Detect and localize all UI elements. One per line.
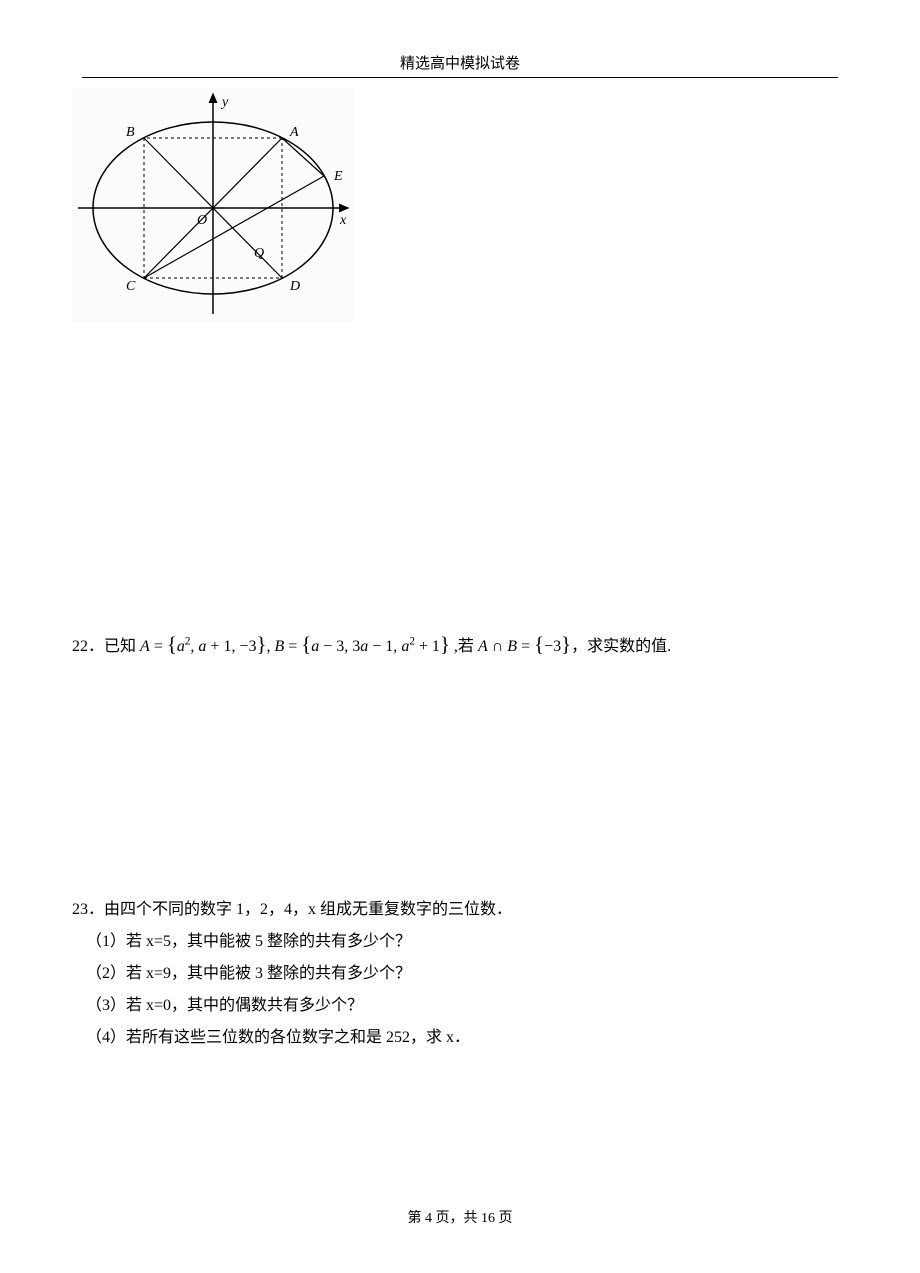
q22-iA: A — [478, 638, 488, 655]
page-footer: 第 4 页，共 16 页 — [0, 1207, 920, 1227]
svg-text:C: C — [126, 279, 136, 294]
q23-number: 23． — [72, 901, 104, 918]
q23-sub2: （2）若 x=9，其中能被 3 整除的共有多少个？ — [72, 958, 838, 990]
q22-A-var: A — [140, 638, 150, 655]
svg-text:D: D — [289, 279, 300, 294]
q22-B-close: } — [440, 633, 450, 656]
footer-suffix: 页 — [495, 1211, 513, 1226]
q22-iclose: } — [561, 633, 571, 656]
q22-A-e1a: a — [177, 638, 185, 655]
q22-iopen: { — [534, 633, 544, 656]
q22-A-e2b: + 1, −3 — [206, 638, 256, 655]
q22-eq1: = — [150, 638, 167, 655]
q22-ieq: = — [517, 638, 534, 655]
q23-stem-line: 23．由四个不同的数字 1，2，4，x 组成无重复数字的三位数． — [72, 894, 838, 926]
svg-text:x: x — [339, 213, 347, 228]
ellipse-figure: A B C D E Q Ox y — [72, 88, 354, 322]
q22-A-close: } — [256, 633, 266, 656]
svg-text:Q: Q — [254, 246, 264, 261]
footer-mid: 页，共 — [432, 1211, 481, 1226]
footer-page: 4 — [425, 1211, 432, 1226]
q22-prefix: 已知 — [104, 638, 140, 655]
footer-total: 16 — [481, 1211, 495, 1226]
svg-text:A: A — [289, 125, 299, 140]
q22-B-var: B — [274, 638, 284, 655]
q22-B-e2b: − 1, — [368, 638, 401, 655]
svg-text:B: B — [126, 125, 135, 140]
q22-ival: −3 — [544, 638, 561, 655]
q22-number: 22． — [72, 638, 104, 655]
svg-text:y: y — [220, 95, 229, 110]
footer-prefix: 第 — [408, 1211, 426, 1226]
ellipse-svg: A B C D E Q Ox y — [72, 88, 354, 322]
header-title: 精选高中模拟试卷 — [400, 56, 520, 72]
q22-eq2: = — [284, 638, 301, 655]
q23-sub3: （3）若 x=0，其中的偶数共有多少个？ — [72, 990, 838, 1022]
q23-sub4: （4）若所有这些三位数的各位数字之和是 252，求 x． — [72, 1022, 838, 1054]
page-header: 精选高中模拟试卷 — [0, 52, 920, 73]
q22-suffix: ，求实数的值. — [571, 638, 671, 655]
question-23: 23．由四个不同的数字 1，2，4，x 组成无重复数字的三位数． （1）若 x=… — [72, 894, 838, 1054]
svg-text:O: O — [197, 213, 207, 228]
q22-mid: ,若 — [450, 638, 478, 655]
q22-isym: ∩ — [488, 638, 508, 655]
q22-B-open: { — [301, 633, 311, 656]
q22-B-e1b: − 3, 3 — [319, 638, 360, 655]
svg-text:E: E — [333, 169, 343, 184]
q22-A-open: { — [167, 633, 177, 656]
q22-B-e3b: + 1 — [415, 638, 440, 655]
header-rule — [82, 77, 838, 78]
q23-stem: 由四个不同的数字 1，2，4，x 组成无重复数字的三位数． — [104, 901, 512, 918]
q23-sub1: （1）若 x=5，其中能被 5 整除的共有多少个？ — [72, 926, 838, 958]
q22-iB: B — [507, 638, 517, 655]
question-22: 22．已知 A = {a2, a + 1, −3}, B = {a − 3, 3… — [72, 628, 838, 661]
